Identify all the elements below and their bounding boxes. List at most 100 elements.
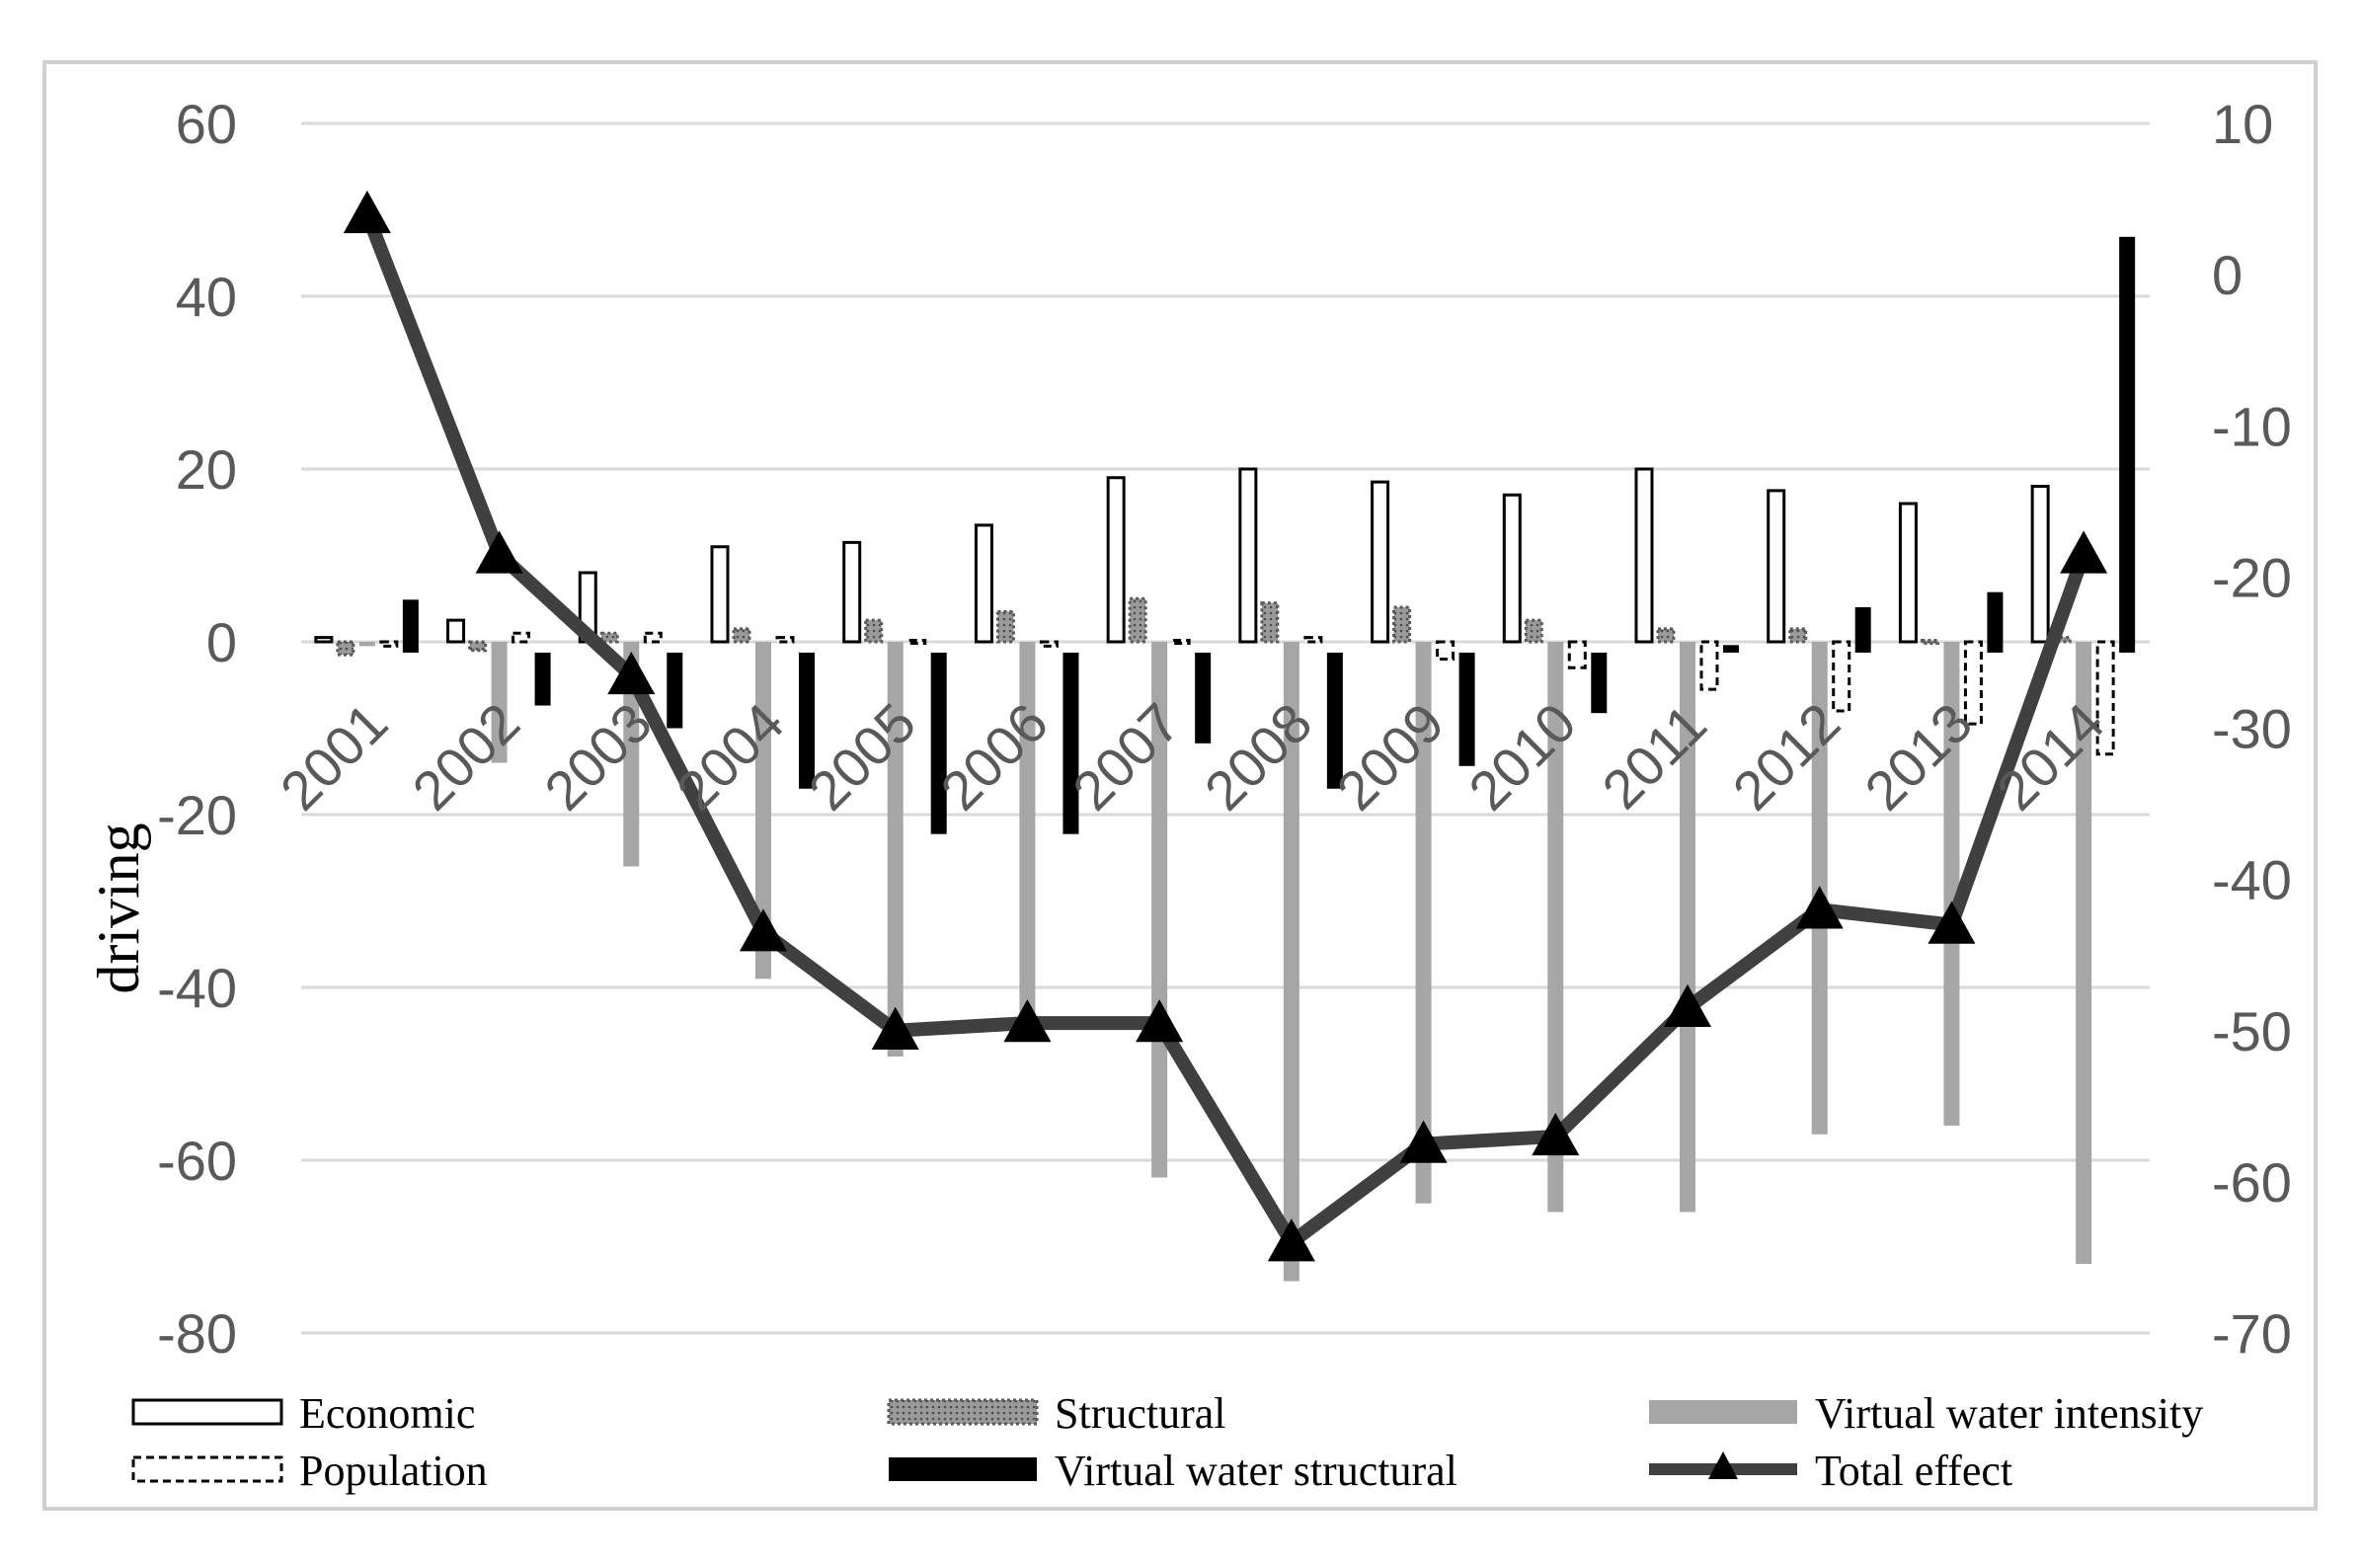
- bar-series-virtual-water-structural: [402, 236, 2136, 834]
- bar: [1415, 642, 1432, 1204]
- bar: [667, 652, 683, 729]
- total-effect-marker: [1003, 999, 1052, 1043]
- bar: [1238, 467, 1258, 644]
- bar: [1326, 652, 1343, 789]
- y2-tick-label: 0: [2212, 244, 2243, 306]
- bar: [379, 640, 399, 648]
- bar-series-virtual-water-intensity: [358, 642, 2092, 1282]
- bar: [1987, 591, 2004, 653]
- legend-label: Virtual water intensity: [1815, 1389, 2203, 1438]
- bar: [2030, 485, 2050, 644]
- y2-tick-label: -70: [2212, 1302, 2292, 1365]
- total-effect-marker: [2060, 530, 2108, 574]
- bar: [1656, 627, 1676, 644]
- bar: [512, 631, 531, 644]
- y-tick-label: -20: [157, 784, 237, 846]
- bar: [1392, 605, 1412, 644]
- y2-tick-label: -40: [2212, 849, 2292, 911]
- bar: [1039, 640, 1059, 648]
- bar: [930, 652, 947, 834]
- bar: [887, 642, 904, 1057]
- bar: [710, 545, 730, 644]
- legend-label: Population: [299, 1447, 488, 1495]
- bar-series: [314, 236, 2136, 1282]
- total-effect-marker: [1136, 999, 1184, 1043]
- legend-label: Economic: [299, 1389, 475, 1438]
- legend-swatch: [131, 1398, 283, 1426]
- gridlines: [301, 121, 2150, 1335]
- total-effect-marker: [1664, 983, 1711, 1027]
- bar: [1106, 476, 1126, 644]
- y-tick-label: -40: [157, 957, 237, 1019]
- bar: [755, 642, 771, 980]
- bar: [995, 609, 1015, 644]
- bar: [974, 523, 993, 644]
- bar: [1920, 639, 1939, 645]
- bar: [1171, 639, 1191, 645]
- bar: [1195, 652, 1212, 744]
- total-effect-marker: [1532, 1112, 1580, 1156]
- bar: [1524, 618, 1543, 644]
- total-effect-marker: [740, 908, 787, 952]
- bar: [1699, 640, 1719, 691]
- bar: [1634, 467, 1654, 644]
- total-effect-marker: [607, 651, 656, 695]
- legend-item-virtual-water-structural: Virtual water structural: [889, 1447, 1457, 1495]
- bar: [1788, 627, 1808, 644]
- bar: [1371, 480, 1390, 644]
- bar: [1019, 642, 1036, 1022]
- legend-item-total-effect: Total effect: [1649, 1447, 2012, 1495]
- total-effect-marker: [871, 1006, 919, 1050]
- y-tick-label: -80: [157, 1302, 237, 1365]
- bar-series-population: [379, 631, 2115, 756]
- bar: [1303, 636, 1323, 644]
- bar: [1502, 493, 1522, 644]
- legend-swatch: [887, 1398, 1039, 1426]
- bar: [1547, 642, 1564, 1213]
- y-tick-label: 20: [176, 438, 237, 501]
- bar: [1436, 640, 1456, 661]
- y2-tick-label: -50: [2212, 1000, 2292, 1062]
- bar: [1062, 652, 1079, 834]
- y2-tick-label: -60: [2212, 1151, 2292, 1214]
- total-effect-marker: [475, 530, 523, 574]
- legend-label: Structural: [1055, 1389, 1226, 1438]
- total-effect-marker: [1928, 901, 1976, 944]
- bar-series-structural: [336, 596, 2072, 657]
- total-effect-marker: [1399, 1120, 1448, 1163]
- y-tick-label: 60: [176, 93, 237, 155]
- legend-item-structural: Structural: [887, 1389, 1226, 1438]
- bar: [775, 636, 795, 644]
- y2-tick-label: -10: [2212, 395, 2292, 457]
- bar: [864, 618, 884, 644]
- bar: [402, 599, 419, 653]
- legend-marker: [1708, 1451, 1738, 1479]
- y-tick-label: 40: [176, 266, 237, 328]
- bar: [1943, 642, 1960, 1126]
- bar: [1963, 640, 1983, 726]
- bar: [599, 631, 619, 644]
- bar: [491, 642, 508, 763]
- y2-tick-label: -20: [2212, 546, 2292, 608]
- y-axis-ticks: 60 40 20 0 -20 -40 -60 -80: [157, 93, 237, 1365]
- bar: [1260, 601, 1280, 644]
- legend-label: Total effect: [1815, 1447, 2012, 1495]
- bar: [446, 618, 466, 644]
- y-tick-label: -60: [157, 1130, 237, 1192]
- bar: [2076, 642, 2092, 1264]
- bar: [842, 540, 862, 644]
- bar: [1680, 642, 1695, 1213]
- bar: [1458, 652, 1475, 766]
- bar: [1898, 502, 1918, 644]
- bar: [2095, 640, 2115, 756]
- y-tick-label: 0: [206, 611, 237, 673]
- bar: [336, 640, 355, 657]
- legend-swatch: [131, 1455, 283, 1483]
- bar: [1128, 596, 1147, 644]
- legend-swatch: [1649, 1400, 1797, 1424]
- bar: [2119, 236, 2136, 653]
- bar: [1151, 642, 1168, 1178]
- bar: [1854, 607, 1871, 653]
